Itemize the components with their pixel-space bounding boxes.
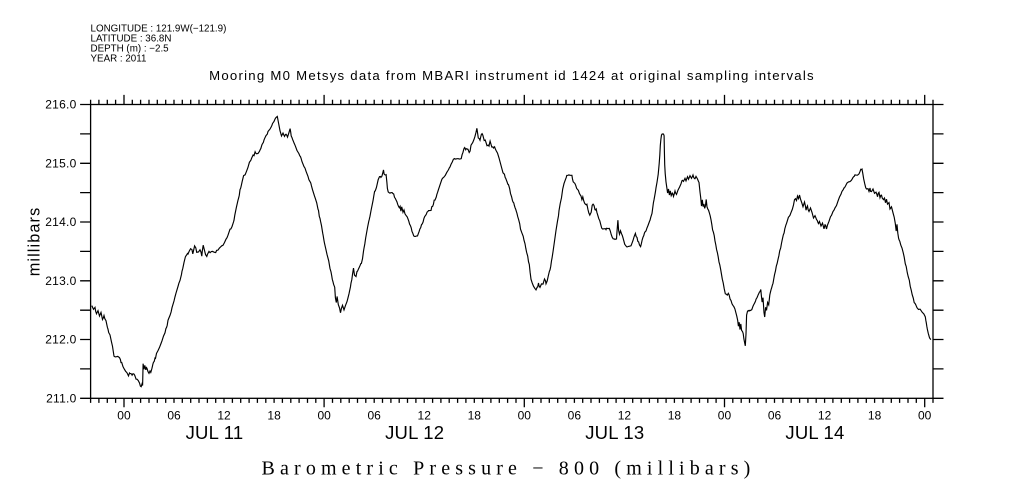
svg-text:12: 12 [818,408,832,422]
svg-text:18: 18 [468,408,482,422]
svg-text:JUL 14: JUL 14 [785,422,844,443]
svg-text:JUL 11: JUL 11 [186,422,244,443]
svg-text:00: 00 [117,408,131,422]
svg-text:LONGITUDE : 121.9W(−121.9): LONGITUDE : 121.9W(−121.9) [91,23,227,34]
svg-text:millibars: millibars [26,207,44,277]
svg-text:00: 00 [317,408,331,422]
svg-text:00: 00 [718,408,732,422]
svg-text:18: 18 [267,408,281,422]
svg-text:YEAR : 2011: YEAR : 2011 [91,54,147,65]
svg-text:Mooring M0 Metsys data from MB: Mooring M0 Metsys data from MBARI instru… [209,68,815,83]
svg-text:06: 06 [167,408,181,422]
svg-text:DEPTH (m) : −2.5: DEPTH (m) : −2.5 [91,44,170,55]
svg-text:18: 18 [668,408,682,422]
svg-text:12: 12 [618,408,632,422]
svg-text:216.0: 216.0 [45,98,76,112]
svg-text:215.0: 215.0 [45,156,76,170]
svg-text:06: 06 [768,408,782,422]
svg-text:06: 06 [368,408,382,422]
svg-text:18: 18 [868,408,882,422]
svg-text:12: 12 [217,408,231,422]
svg-text:00: 00 [918,408,932,422]
svg-text:213.0: 213.0 [45,274,76,288]
svg-text:211.0: 211.0 [46,392,76,406]
svg-text:00: 00 [518,408,532,422]
svg-text:Barometric Pressure − 800 (mil: Barometric Pressure − 800 (millibars) [262,458,756,480]
svg-text:JUL 13: JUL 13 [585,422,644,443]
svg-text:06: 06 [568,408,582,422]
svg-text:12: 12 [418,408,432,422]
svg-text:214.0: 214.0 [45,215,76,229]
svg-text:JUL 12: JUL 12 [385,422,444,443]
svg-text:212.0: 212.0 [45,333,76,347]
svg-text:LATITUDE : 36.8N: LATITUDE : 36.8N [91,33,172,44]
